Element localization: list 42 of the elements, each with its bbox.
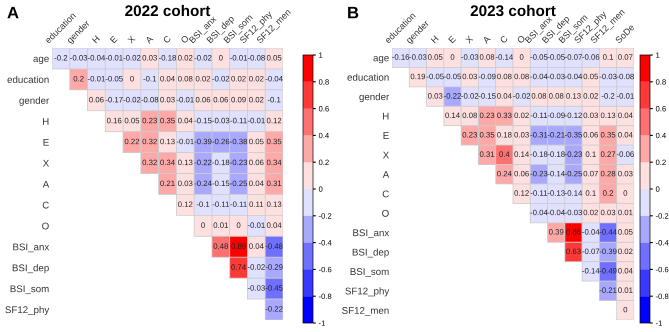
y-tick-label: SF12_phy bbox=[345, 287, 390, 296]
y-tick-label: E bbox=[384, 132, 389, 139]
y-tick-label: BSI_som bbox=[10, 285, 49, 294]
x-tick-label: H bbox=[92, 35, 100, 44]
text: B bbox=[348, 6, 358, 18]
y-tick-label: BSI_anx bbox=[13, 244, 50, 252]
x-tick-label: E bbox=[448, 36, 456, 44]
y-tick-label: A bbox=[42, 180, 50, 188]
y-tick-label: H bbox=[43, 118, 48, 125]
y-tick-label: gender bbox=[19, 96, 50, 106]
y-tick-label: O bbox=[382, 210, 389, 217]
x-tick-label: H bbox=[430, 35, 439, 44]
y-tick-label: X bbox=[382, 152, 390, 158]
x-tick-label: A bbox=[144, 35, 154, 44]
y-tick-label: C bbox=[42, 202, 49, 209]
y-tick-label: H bbox=[383, 112, 388, 120]
x-tick-label: O bbox=[516, 34, 526, 44]
x-tick-label: X bbox=[127, 35, 136, 44]
y-tick-label: BSI_dep bbox=[352, 248, 389, 258]
x-tick-label: E bbox=[110, 36, 118, 44]
y-tick-label: BSI_anx bbox=[353, 229, 390, 238]
y-tick-label: education bbox=[7, 76, 49, 84]
x-tick-label: A bbox=[482, 35, 491, 44]
y-tick-label: E bbox=[44, 138, 49, 146]
x-tick-label: X bbox=[465, 35, 474, 44]
y-tick-label: age bbox=[373, 56, 389, 64]
x-tick-label: C bbox=[500, 35, 508, 44]
y-tick-label: C bbox=[382, 190, 389, 198]
y-tick-label: SF12_men bbox=[342, 307, 389, 316]
y-tick-label: SF12_phy bbox=[5, 306, 50, 316]
x-tick-label: O bbox=[180, 34, 190, 44]
y-tick-label: BSI_dep bbox=[12, 264, 49, 274]
y-tick-label: age bbox=[33, 56, 49, 64]
y-tick-label: A bbox=[382, 171, 390, 178]
y-tick-label: gender bbox=[359, 93, 390, 102]
x-tick-label: C bbox=[162, 35, 172, 44]
y-tick-label: O bbox=[42, 222, 49, 230]
chart-title: 2022 cohort bbox=[125, 4, 210, 16]
y-tick-label: education bbox=[347, 74, 389, 81]
y-tick-label: BSI_som bbox=[350, 268, 389, 277]
chart-title: 2023 cohort bbox=[470, 4, 556, 16]
y-tick-label: X bbox=[42, 160, 50, 167]
